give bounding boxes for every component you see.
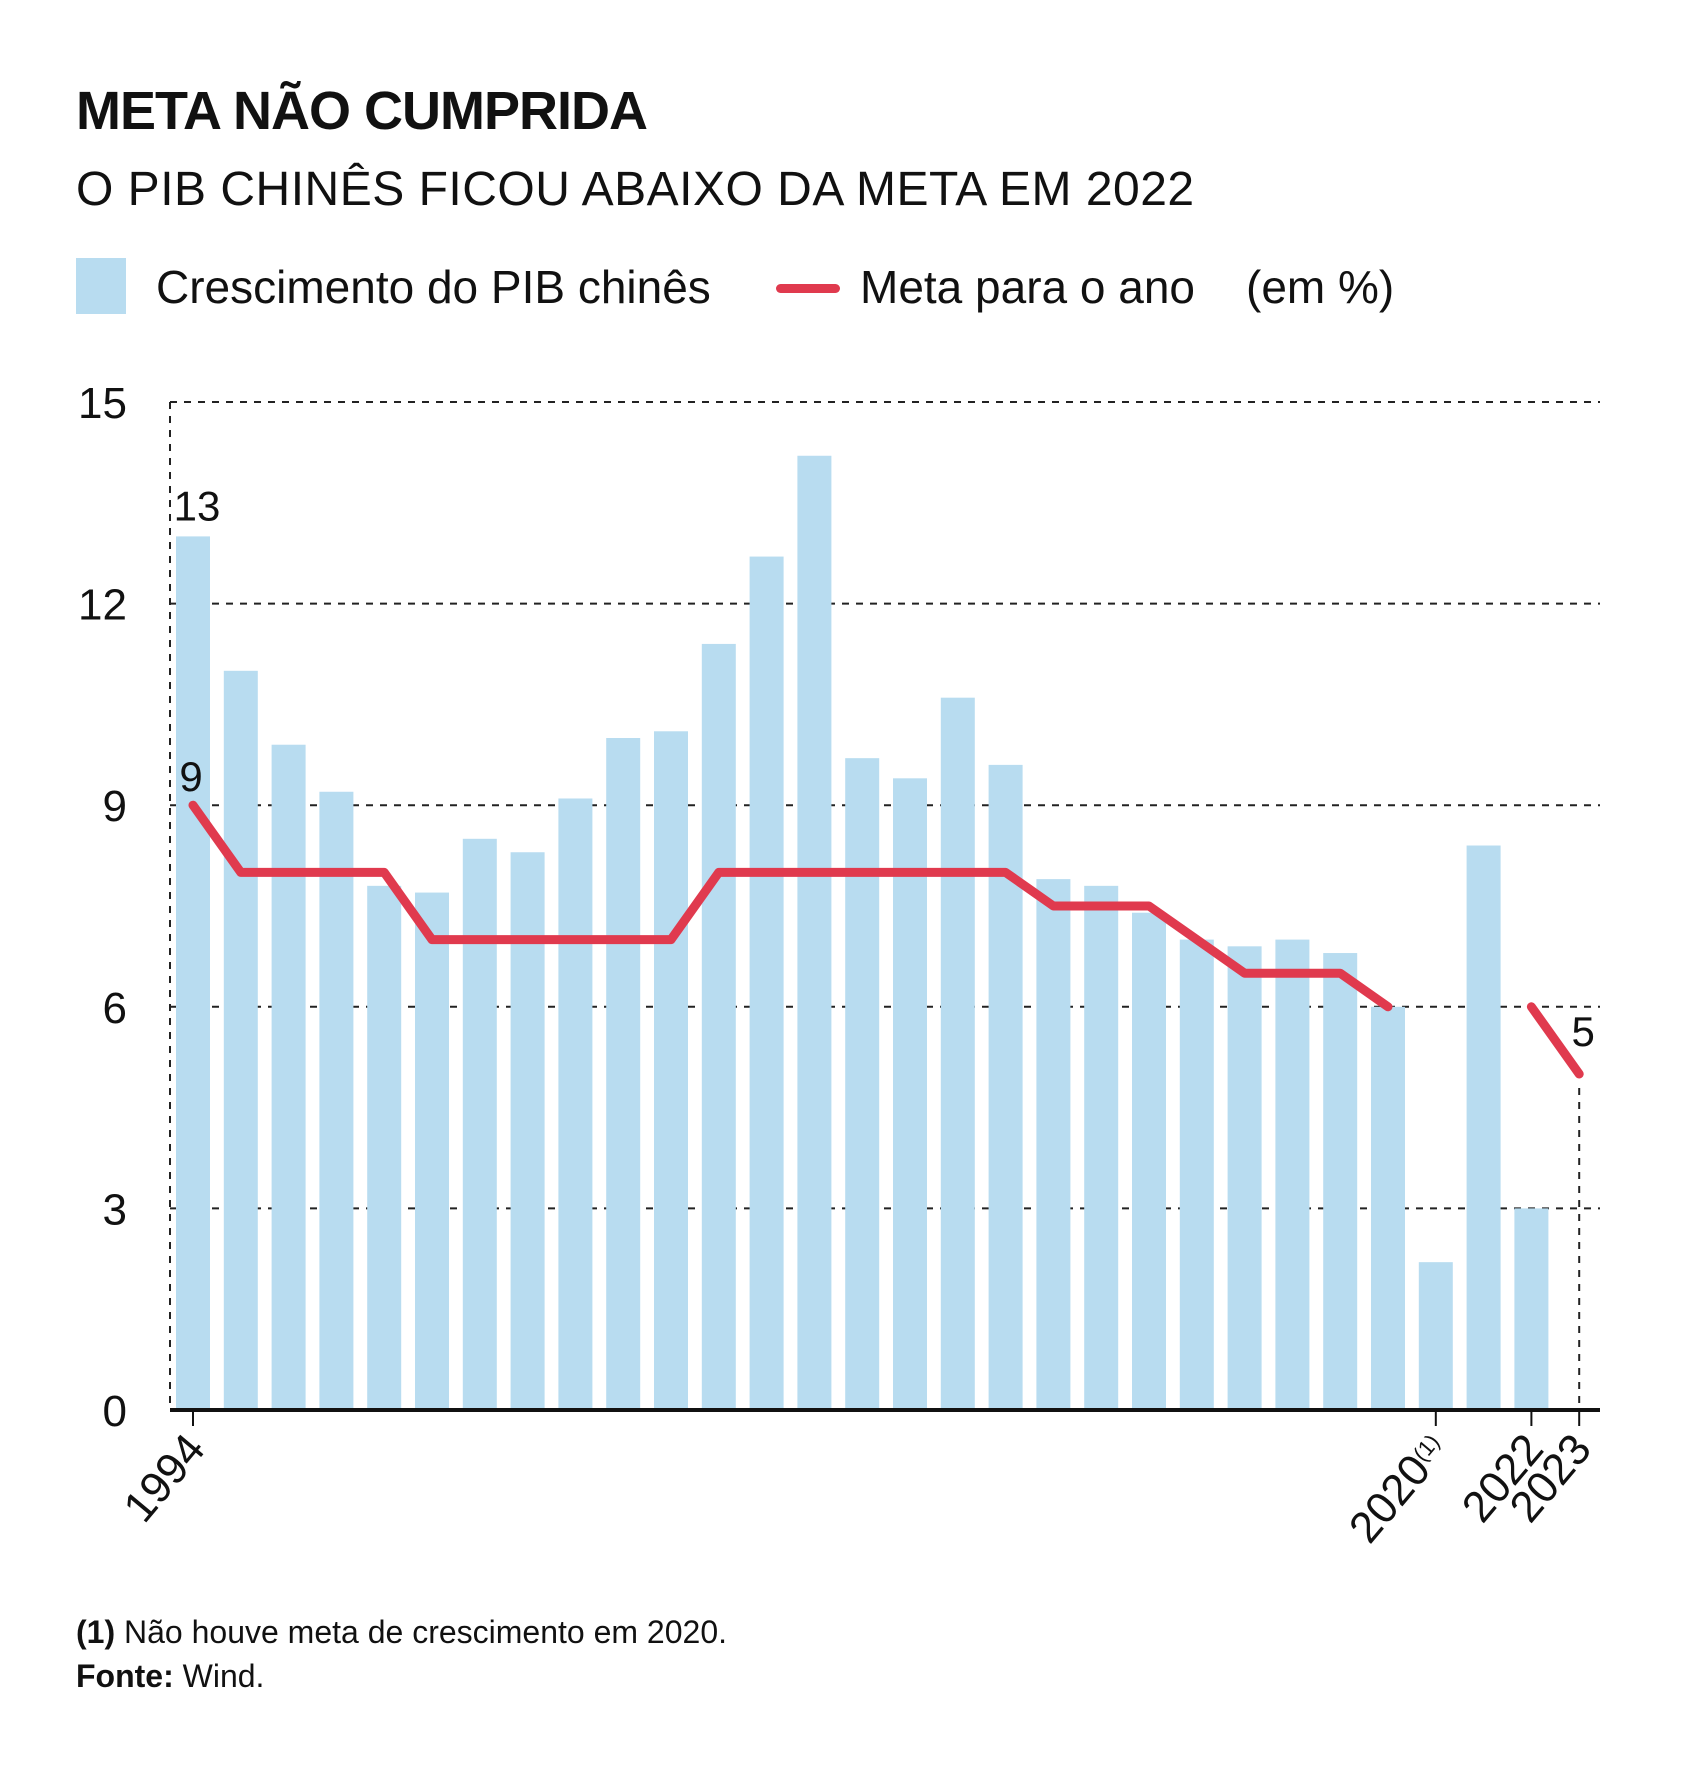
target-line-series bbox=[188, 800, 1584, 1079]
bar-2022 bbox=[1514, 1208, 1549, 1410]
bar-1995 bbox=[223, 670, 258, 1410]
bar-1999 bbox=[415, 892, 449, 1410]
footnote-note-text: Não houve meta de crescimento em 2020. bbox=[124, 1614, 727, 1650]
axes bbox=[169, 402, 1600, 1426]
bar-2008 bbox=[845, 758, 880, 1410]
bar-2007 bbox=[797, 455, 832, 1410]
target-line-segment-1 bbox=[188, 800, 1393, 1012]
bar-2004 bbox=[654, 731, 688, 1410]
chart-subtitle: O PIB CHINÊS FICOU ABAIXO DA META EM 202… bbox=[76, 163, 1195, 216]
bar-1998 bbox=[367, 885, 402, 1410]
bar-1997 bbox=[319, 791, 354, 1410]
y-tick-label-15: 15 bbox=[78, 380, 127, 428]
bar-2019 bbox=[1371, 1006, 1405, 1410]
footnote-source: Fonte: Wind. bbox=[76, 1654, 727, 1698]
bar-2015 bbox=[1179, 939, 1214, 1410]
target-line-segment-2 bbox=[1526, 1002, 1584, 1079]
bar-2000 bbox=[462, 838, 497, 1410]
bar-2020 bbox=[1418, 1262, 1453, 1410]
bar-2016 bbox=[1227, 946, 1262, 1410]
legend-line-label: Meta para o ano bbox=[860, 261, 1196, 313]
y-tick-label-9: 9 bbox=[103, 782, 127, 831]
footnote: (1) Não houve meta de crescimento em 202… bbox=[76, 1610, 727, 1698]
legend-line-swatch bbox=[776, 284, 840, 293]
bar-2018 bbox=[1323, 953, 1358, 1410]
annotation-9: 9 bbox=[179, 753, 202, 800]
bar-2017 bbox=[1275, 939, 1310, 1410]
annotation-5: 5 bbox=[1572, 1008, 1595, 1055]
legend-bar-label: Crescimento do PIB chinês bbox=[156, 261, 711, 313]
bar-2003 bbox=[606, 738, 641, 1410]
chart-title: META NÃO CUMPRIDA bbox=[76, 81, 648, 141]
y-tick-label-12: 12 bbox=[78, 581, 127, 630]
bar-1996 bbox=[271, 744, 306, 1410]
y-tick-label-6: 6 bbox=[103, 984, 127, 1033]
legend-bar-swatch bbox=[76, 258, 126, 314]
x-label-1994: 1994 bbox=[114, 1425, 214, 1531]
bar-2001 bbox=[510, 852, 545, 1410]
bar-2021 bbox=[1466, 845, 1501, 1410]
y-tick-label-0: 0 bbox=[103, 1387, 127, 1436]
bar-2009 bbox=[893, 778, 927, 1410]
bar-2010 bbox=[940, 697, 975, 1410]
bar-2014 bbox=[1132, 912, 1166, 1410]
source-text: Wind. bbox=[182, 1658, 265, 1694]
annotation-13: 13 bbox=[174, 482, 221, 529]
x-label-superscript: (1) bbox=[1408, 1429, 1444, 1466]
y-tick-label-3: 3 bbox=[103, 1185, 127, 1234]
source-label: Fonte: bbox=[76, 1658, 174, 1694]
footnote-marker: (1) bbox=[76, 1614, 116, 1650]
bar-2013 bbox=[1084, 885, 1119, 1410]
footnote-note: (1) Não houve meta de crescimento em 202… bbox=[76, 1610, 727, 1654]
bar-2011 bbox=[988, 764, 1023, 1410]
legend-unit-label: (em %) bbox=[1246, 261, 1395, 313]
bar-2012 bbox=[1036, 879, 1071, 1410]
bar-2005 bbox=[701, 643, 736, 1410]
grid-lines bbox=[170, 401, 1600, 1210]
bar-2002 bbox=[558, 798, 593, 1410]
bar-2006 bbox=[749, 556, 784, 1410]
x-label-2020: 2020(1) bbox=[1340, 1425, 1458, 1552]
bar-1994 bbox=[176, 536, 210, 1410]
bar-series bbox=[176, 455, 1549, 1410]
